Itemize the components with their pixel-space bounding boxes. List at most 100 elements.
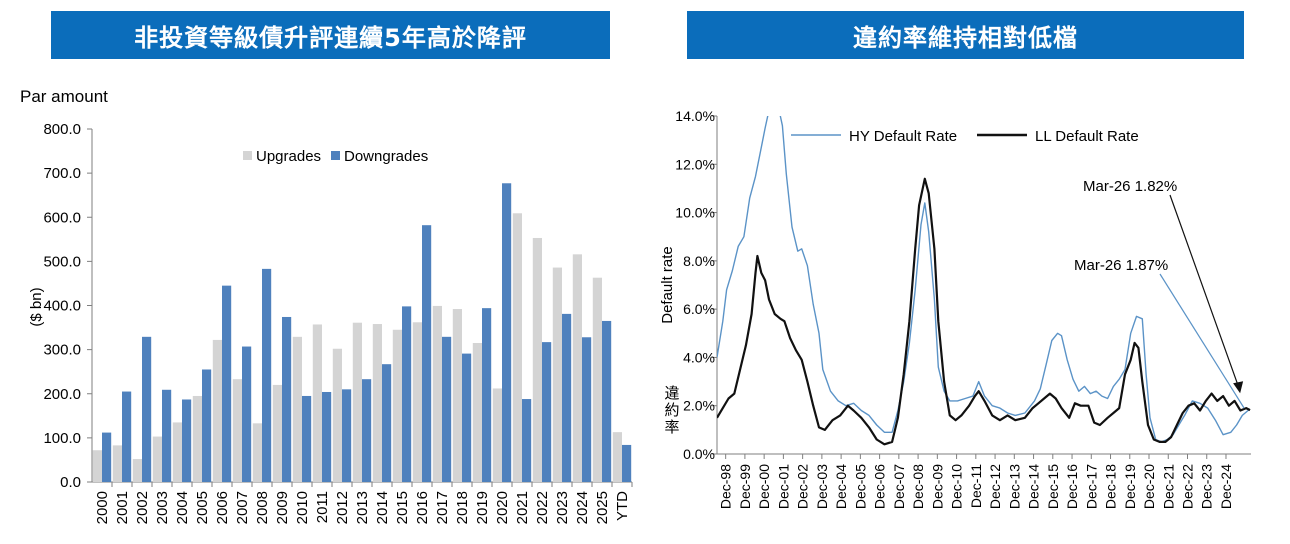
downgrade-bar <box>402 306 412 482</box>
x-tick-label: 2008 <box>254 491 271 524</box>
legend-label-hy: HY Default Rate <box>849 128 957 145</box>
upgrade-bar <box>92 450 102 482</box>
x-tick-label: Dec-15 <box>1045 464 1061 509</box>
x-tick-label: Dec-19 <box>1122 464 1138 509</box>
x-tick-label: Dec-18 <box>1103 464 1119 509</box>
y-axis-title: Default rate <box>659 246 676 324</box>
y-tick-label: 4.0% <box>683 349 715 365</box>
x-tick-label: Dec-01 <box>775 464 791 509</box>
x-tick-label: Dec-22 <box>1179 464 1195 509</box>
upgrade-bar <box>352 322 362 482</box>
upgrade-bar <box>252 423 262 482</box>
y-tick-label: 800.0 <box>43 121 81 138</box>
x-tick-label: Dec-12 <box>987 464 1003 509</box>
x-tick-label: 2013 <box>354 491 371 524</box>
x-tick-label: 2020 <box>494 491 511 524</box>
x-tick-label: Dec-04 <box>833 464 849 509</box>
x-tick-label: Dec-23 <box>1199 464 1215 509</box>
x-tick-label: 2012 <box>334 491 351 524</box>
downgrade-bar <box>302 395 312 482</box>
upgrade-bar <box>292 336 302 482</box>
upgrade-bar <box>212 339 222 482</box>
upgrade-bar <box>172 422 182 482</box>
downgrade-bar <box>542 342 552 482</box>
x-tick-label: Dec-21 <box>1160 464 1176 509</box>
legend-label-ll: LL Default Rate <box>1035 128 1139 145</box>
x-tick-label: YTD <box>614 491 631 521</box>
downgrade-bar <box>382 364 392 482</box>
upgrade-bar <box>152 436 162 482</box>
y-tick-label: 700.0 <box>43 165 81 182</box>
x-tick-label: 2001 <box>114 491 131 524</box>
y-tick-label: 14.0% <box>675 108 715 124</box>
downgrade-bar <box>562 313 572 482</box>
upgrade-bar <box>372 324 382 482</box>
downgrade-bar <box>182 399 192 482</box>
y-tick-label: 200.0 <box>43 386 81 403</box>
upgrade-bar <box>192 395 202 482</box>
upgrade-bar <box>132 459 142 482</box>
x-tick-label: 2019 <box>474 491 491 524</box>
upgrade-bar <box>492 388 502 482</box>
legend-swatch-downgrades <box>331 151 340 160</box>
downgrade-bar <box>242 346 252 482</box>
x-tick-label: Dec-00 <box>756 464 772 509</box>
annotation-hy-label: Mar-26 1.87% <box>1074 257 1168 274</box>
downgrade-bar <box>622 444 632 482</box>
x-tick-label: Dec-17 <box>1083 464 1099 509</box>
annotation-hy-arrow <box>1159 273 1245 409</box>
y-tick-label: 300.0 <box>43 342 81 359</box>
y-tick-label: 10.0% <box>675 205 715 221</box>
x-tick-label: 2016 <box>414 491 431 524</box>
x-tick-label: Dec-05 <box>852 464 868 509</box>
upgrade-bar <box>312 324 322 482</box>
x-tick-label: Dec-03 <box>814 464 830 509</box>
x-tick-label: 2003 <box>154 491 171 524</box>
upgrade-bar <box>572 254 582 482</box>
x-tick-label: 2017 <box>434 491 451 524</box>
y-tick-label: 0.0% <box>683 446 715 462</box>
y-tick-label: 12.0% <box>675 156 715 172</box>
legend-swatch-upgrades <box>243 151 252 160</box>
default-rate-cjk-label: 違約率 <box>664 384 680 436</box>
downgrade-bar <box>362 379 372 482</box>
rating-actions-bar-chart: 0.0 100.0 200.0 300.0 400.0 500.0 600.0 700.0 80… <box>20 87 633 524</box>
x-tick-label: Dec-16 <box>1064 464 1080 509</box>
downgrade-bar <box>202 369 212 482</box>
x-tick-label: 2025 <box>594 491 611 524</box>
annotation-ll-label: Mar-26 1.82% <box>1083 178 1177 195</box>
downgrade-bar <box>502 183 512 482</box>
upgrade-bar <box>472 343 482 482</box>
x-tick-label: 2004 <box>174 491 191 524</box>
upgrade-bar <box>452 309 462 482</box>
y-axis-title: ($ bn) <box>28 287 45 326</box>
upgrade-bar <box>332 348 342 482</box>
x-tick-label: Dec-99 <box>737 464 753 509</box>
annotation-ll-arrow <box>1169 194 1241 392</box>
x-tick-label: 2002 <box>134 491 151 524</box>
downgrade-bar <box>422 225 432 482</box>
x-tick-label: 2018 <box>454 491 471 524</box>
y-tick-label: 6.0% <box>683 301 715 317</box>
upgrade-bar <box>112 445 122 482</box>
legend-label-downgrades: Downgrades <box>344 148 428 165</box>
x-tick-label: Dec-20 <box>1141 464 1157 509</box>
upgrade-bar <box>272 384 282 482</box>
x-tick-label: 2000 <box>94 491 111 524</box>
x-tick-label: 2021 <box>514 491 531 524</box>
downgrade-bar <box>162 389 172 482</box>
x-tick-label: 2010 <box>294 491 311 524</box>
y-tick-label: 8.0% <box>683 253 715 269</box>
downgrade-bar <box>122 391 132 482</box>
x-tick-label: Dec-02 <box>795 464 811 509</box>
downgrade-bar <box>442 336 452 482</box>
upgrade-bar <box>552 267 562 482</box>
downgrade-bar <box>322 391 332 482</box>
downgrade-bar <box>102 432 112 482</box>
downgrade-bar <box>482 308 492 482</box>
x-tick-label: 2009 <box>274 491 291 524</box>
y-tick-label: 0.0 <box>60 474 81 491</box>
x-tick-label: Dec-11 <box>968 464 984 508</box>
x-tick-label: Dec-24 <box>1218 464 1234 509</box>
left-chart-banner: 非投資等級債升評連續5年高於降評 <box>51 11 610 59</box>
